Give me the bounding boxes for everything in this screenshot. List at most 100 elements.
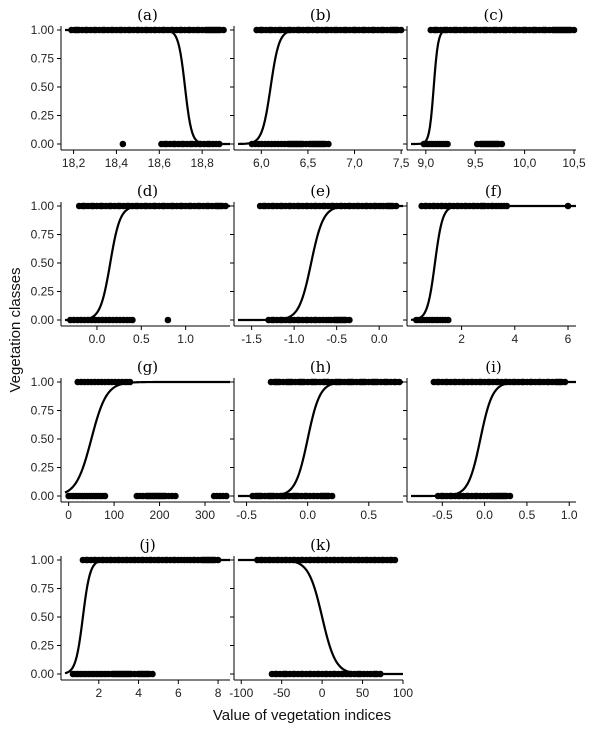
class-0-point — [102, 316, 110, 324]
class-1-point — [343, 556, 350, 564]
class-1-point — [383, 556, 391, 564]
class-0-point — [119, 140, 127, 148]
panel-title: (g) — [137, 358, 158, 376]
class-1-point — [324, 202, 332, 210]
class-1-point — [481, 378, 488, 386]
x-axis-label: Value of vegetation indices — [213, 707, 391, 724]
class-1-point — [198, 26, 206, 34]
class-1-point — [75, 202, 83, 210]
x-tick-label: 6,0 — [253, 156, 270, 170]
y-tick-label: 0.50 — [31, 256, 55, 270]
x-tick-label: -0.5 — [236, 508, 257, 522]
panel-b: (b) 6,0 6,5 7,0 7,5 — [230, 6, 410, 170]
x-tick-label: -100 — [229, 686, 253, 700]
class-1-point — [279, 378, 287, 386]
panel-title: (d) — [137, 182, 158, 200]
class-1-point — [442, 202, 449, 210]
class-1-point — [253, 26, 260, 34]
y-tick-label: 1.00 — [31, 199, 55, 213]
class-0-point — [116, 316, 124, 324]
class-1-point — [489, 378, 497, 386]
class-0-point — [88, 492, 95, 500]
class-0-point — [164, 316, 172, 324]
class-0-point — [133, 492, 141, 500]
x-tick-label: 0 — [65, 508, 72, 522]
class-0-point — [281, 140, 288, 148]
class-0-point — [316, 316, 323, 324]
class-0-point — [327, 316, 335, 324]
class-1-point — [316, 378, 324, 386]
class-0-point — [101, 492, 109, 500]
class-0-point — [299, 316, 306, 324]
class-0-band — [477, 140, 502, 148]
panel-title: (i) — [485, 358, 502, 376]
x-tick-label: 6,5 — [300, 156, 317, 170]
class-0-point — [314, 492, 321, 500]
class-0-point — [74, 492, 82, 500]
class-0-point — [69, 492, 77, 500]
class-0-point — [302, 140, 310, 148]
logistic-curve — [238, 204, 403, 322]
class-0-point — [298, 492, 305, 500]
y-tick-label: 0.00 — [31, 489, 55, 503]
class-0-point — [268, 140, 275, 148]
class-0-band — [134, 670, 153, 678]
class-0-point — [506, 492, 514, 500]
panel-i: (i) -0.5 0.0 0.5 1.0 — [403, 358, 578, 522]
x-tick-label: 0.0 — [89, 332, 106, 346]
class-1-point — [455, 378, 463, 386]
x-tick-label: 6 — [175, 686, 182, 700]
y-tick-label: 1.00 — [31, 375, 55, 389]
y-tick-label: 0.50 — [31, 80, 55, 94]
class-0-point — [310, 670, 318, 678]
class-0-point — [183, 140, 191, 148]
class-0-point — [307, 316, 315, 324]
x-tick-label: -1.5 — [241, 332, 262, 346]
y-tick-label: 0.25 — [31, 285, 55, 299]
class-1-band — [307, 378, 320, 386]
panel-c: (c) 9,0 9,5 10,0 10,5 — [403, 6, 586, 170]
x-tick-label: 2 — [458, 332, 465, 346]
x-tick-label: 0.5 — [519, 508, 536, 522]
panel-e: (e) -1.5 -1.0 -0.5 0.0 — [230, 182, 403, 346]
class-1-point — [418, 202, 425, 210]
class-1-point — [190, 26, 197, 34]
class-1-point — [427, 26, 435, 34]
logistic-curve — [411, 380, 576, 498]
x-tick-label: 18,4 — [105, 156, 129, 170]
class-1-point — [93, 202, 101, 210]
class-1-point — [94, 378, 102, 386]
y-tick-label: 0.00 — [31, 313, 55, 327]
class-0-point — [286, 670, 294, 678]
class-1-point — [326, 556, 334, 564]
class-1-point — [84, 202, 92, 210]
class-1-point — [256, 202, 264, 210]
y-tick-label: 0.25 — [31, 109, 55, 123]
class-0-point — [498, 140, 506, 148]
class-1-point — [271, 26, 279, 34]
class-1-point — [111, 202, 118, 210]
class-0-point — [105, 670, 113, 678]
class-0-point — [268, 670, 276, 678]
class-0-band — [284, 140, 307, 148]
x-tick-label: 7,5 — [393, 156, 410, 170]
class-1-point — [87, 556, 95, 564]
class-0-point — [286, 492, 293, 500]
logistic-curve — [65, 204, 230, 322]
class-0-point — [306, 492, 314, 500]
class-1-band — [271, 378, 284, 386]
class-0-point — [473, 140, 481, 148]
class-0-point — [97, 492, 104, 500]
logistic-curve — [64, 380, 230, 494]
class-0-point — [302, 670, 310, 678]
class-1-point — [334, 556, 342, 564]
class-1-point — [464, 378, 471, 386]
class-0-band — [306, 140, 329, 148]
x-tick-label: 1.0 — [561, 508, 578, 522]
x-tick-label: -0.5 — [432, 508, 453, 522]
class-1-point — [108, 378, 116, 386]
class-0-band — [289, 492, 302, 500]
class-1-point — [181, 26, 189, 34]
logistic-curve — [410, 28, 576, 146]
